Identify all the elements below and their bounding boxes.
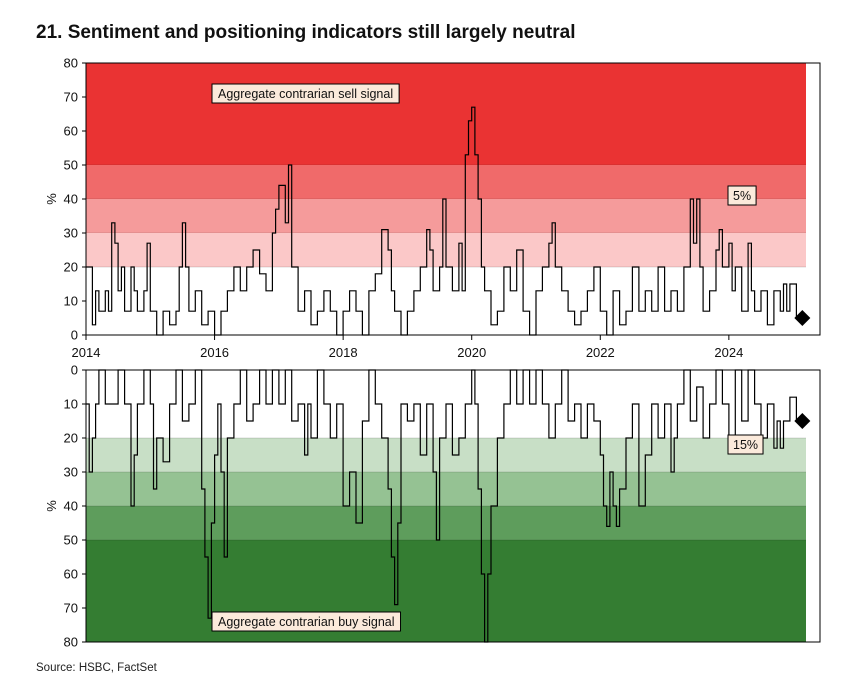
top-annotation-box [211, 83, 400, 104]
top-y-tick-label: 60 [64, 124, 78, 139]
bottom-y-tick-label: 70 [64, 601, 78, 616]
top-panel-sentiment: 0 10 20 30 40 50 60 70 80% 2014 2016 2018 2020 2022 20… [44, 56, 821, 360]
top-latest-value-box [727, 185, 757, 206]
top-x-tick-label: 2024 [714, 345, 743, 360]
bottom-latest-value-box [727, 434, 764, 455]
bottom-zone-band-1 [86, 472, 806, 506]
top-x-tick-label: 2022 [586, 345, 615, 360]
bottom-y-tick-label: 10 [64, 397, 78, 412]
bottom-y-tick-label: 60 [64, 567, 78, 582]
top-x-tick-label: 2016 [200, 345, 229, 360]
top-x-tick-label: 2018 [329, 345, 358, 360]
top-y-tick-label: 0 [71, 328, 78, 343]
bottom-panel-positioning: 0 10 20 30 40 50 60 70 80% Aggregate contrarian b… [44, 363, 821, 650]
top-annotation-text: Aggregate contrarian sell signal [218, 87, 393, 101]
bottom-zone-band-3 [86, 540, 806, 642]
bottom-y-tick-label: 40 [64, 499, 78, 514]
bottom-latest-value-label: 15% [733, 438, 758, 452]
top-y-tick-label: 10 [64, 294, 78, 309]
top-y-tick-label: 80 [64, 56, 78, 71]
top-y-tick-label: 30 [64, 226, 78, 241]
top-x-tick-label: 2020 [457, 345, 486, 360]
top-y-tick-label: 20 [64, 260, 78, 275]
bottom-y-tick-label: 30 [64, 465, 78, 480]
bottom-latest-diamond-marker [794, 413, 811, 429]
bottom-y-axis-label: % [44, 500, 59, 512]
bottom-y-tick-label: 50 [64, 533, 78, 548]
top-y-tick-label: 70 [64, 90, 78, 105]
top-y-tick-label: 50 [64, 158, 78, 173]
bottom-annotation-text: Aggregate contrarian buy signal [218, 615, 395, 629]
top-y-tick-label: 40 [64, 192, 78, 207]
top-latest-diamond-marker [794, 310, 811, 326]
bottom-zone-band-0 [86, 438, 806, 472]
chart-title: 21. Sentiment and positioning indicators… [36, 22, 576, 43]
bottom-series-line-0 [86, 369, 797, 643]
top-series-line-0 [86, 106, 797, 336]
top-x-tick-label: 2014 [72, 345, 101, 360]
bottom-y-tick-label: 20 [64, 431, 78, 446]
source-note: Source: HSBC, FactSet [36, 662, 157, 674]
bottom-zone-band-2 [86, 506, 806, 540]
top-latest-value-label: 5% [733, 189, 751, 203]
top-zone-band-1 [86, 165, 806, 199]
bottom-annotation-box [211, 611, 402, 632]
top-zone-band-0 [86, 63, 806, 165]
top-y-axis-label: % [44, 193, 59, 205]
bottom-y-tick-label: 0 [71, 363, 78, 378]
bottom-y-tick-label: 80 [64, 635, 78, 650]
